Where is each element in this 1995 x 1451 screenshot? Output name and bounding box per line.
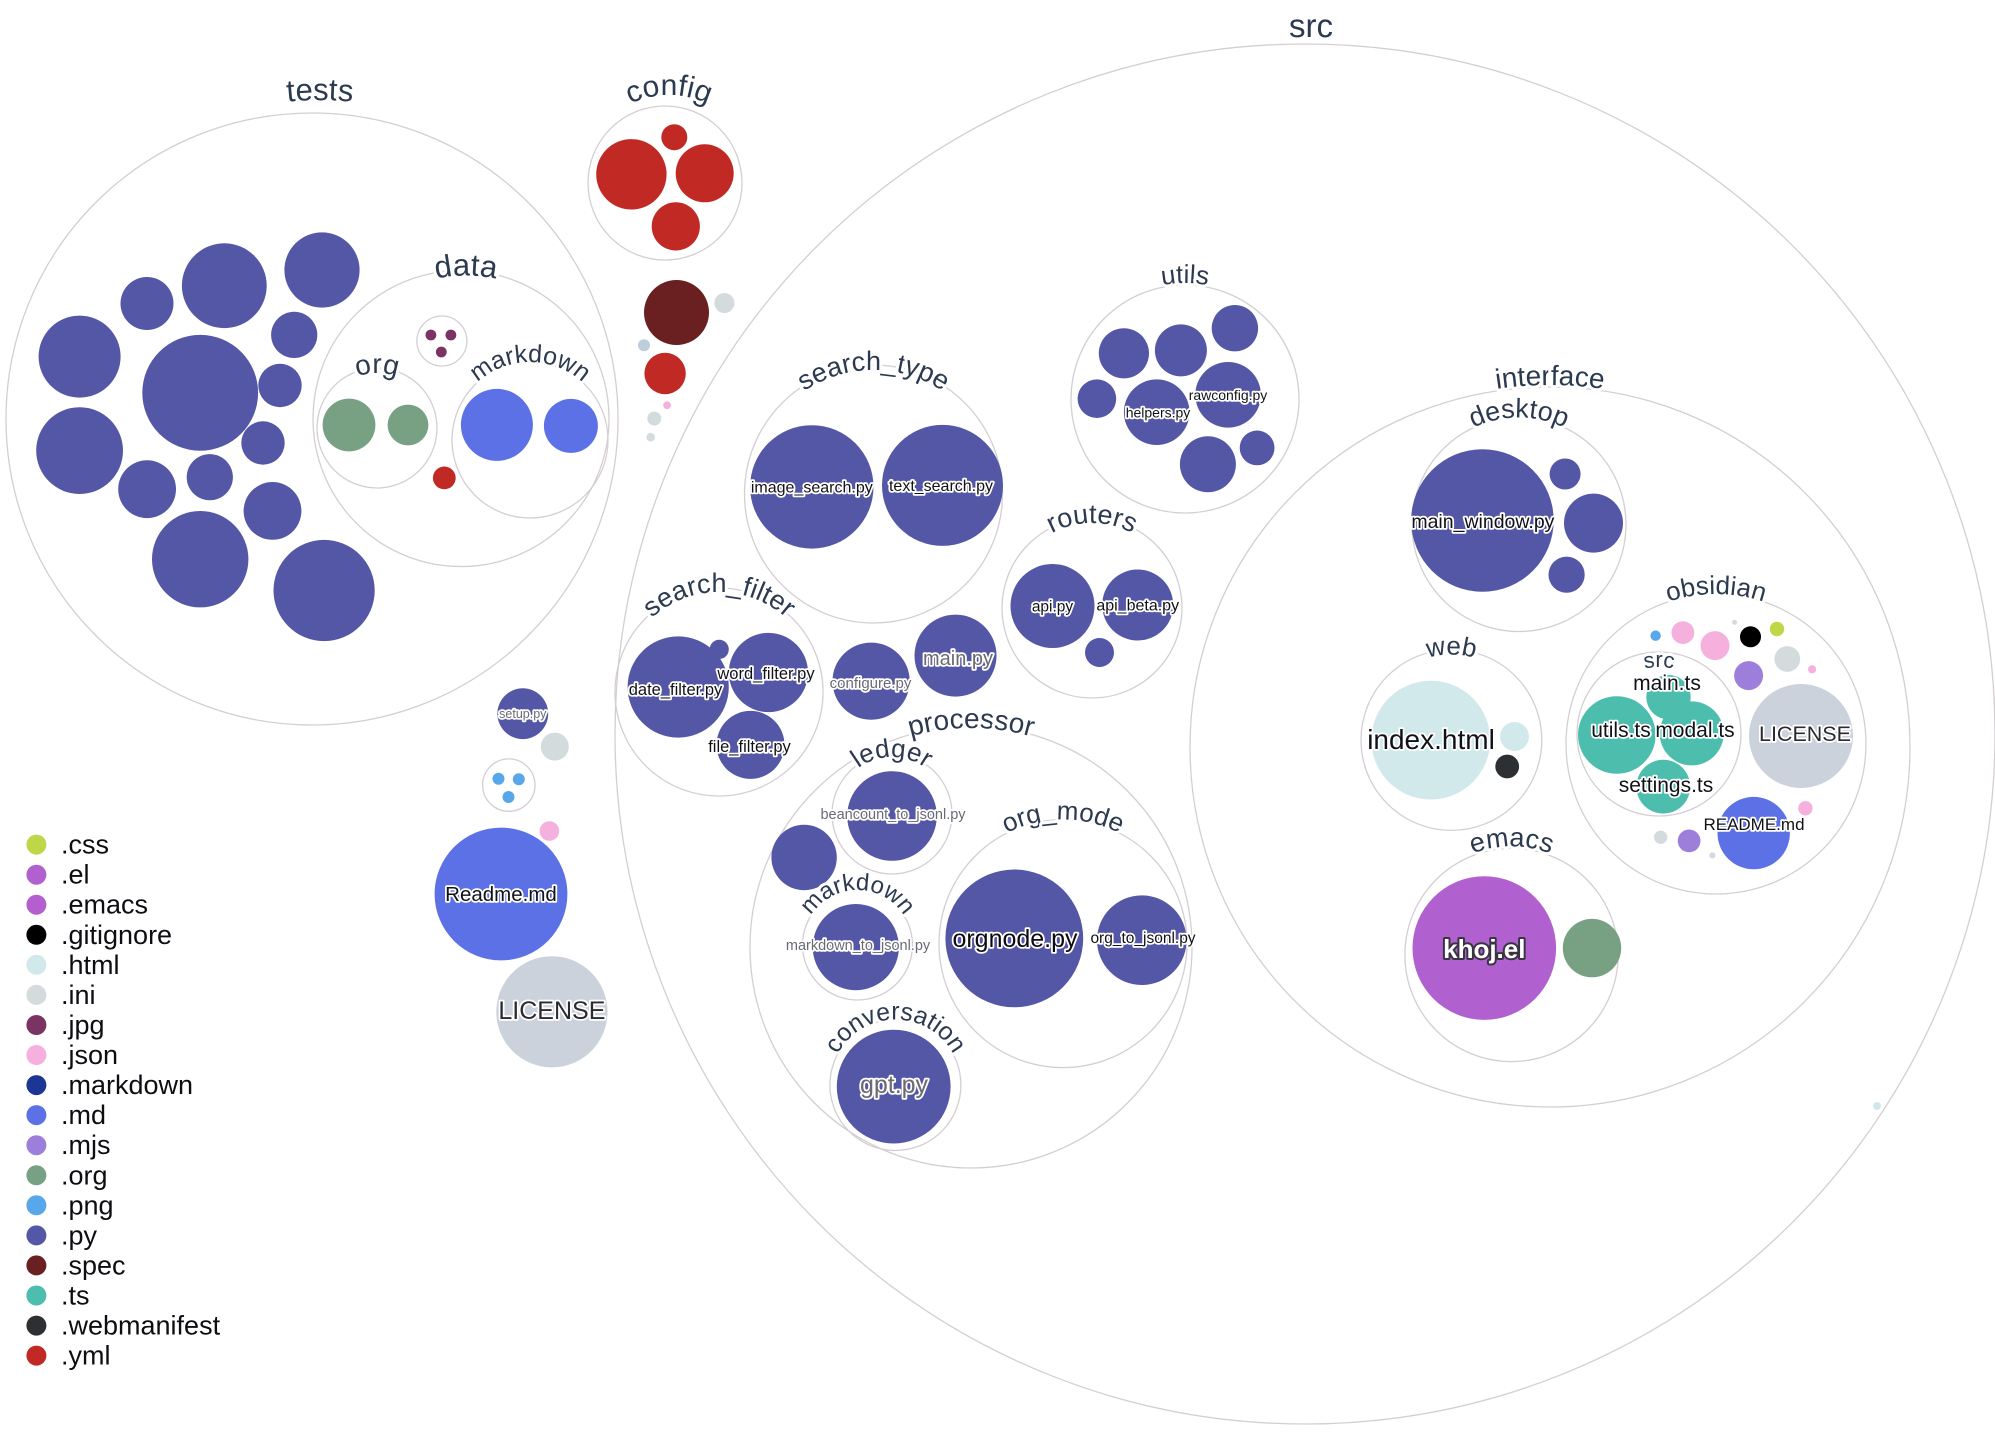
svg-text:markdown_to_jsonl.py: markdown_to_jsonl.py xyxy=(786,938,931,954)
svg-text:main.py: main.py xyxy=(923,648,993,670)
svg-text:.mjs: .mjs xyxy=(61,1130,111,1160)
svg-text:.markdown: .markdown xyxy=(61,1070,193,1100)
svg-text:data: data xyxy=(432,247,501,285)
svg-text:api.py: api.py xyxy=(1032,599,1074,616)
svg-text:utils: utils xyxy=(1159,259,1211,291)
svg-text:rawconfig.py: rawconfig.py xyxy=(1189,387,1268,403)
svg-text:.webmanifest: .webmanifest xyxy=(61,1311,221,1341)
svg-text:.ts: .ts xyxy=(61,1281,90,1311)
svg-text:Readme.md: Readme.md xyxy=(445,883,557,906)
svg-text:web: web xyxy=(1423,630,1480,663)
svg-text:.emacs: .emacs xyxy=(61,890,148,920)
svg-text:gpt.py: gpt.py xyxy=(860,1071,929,1099)
svg-text:main_window.py: main_window.py xyxy=(1411,511,1554,533)
svg-text:.py: .py xyxy=(61,1220,98,1250)
svg-text:settings.ts: settings.ts xyxy=(1619,774,1714,797)
svg-text:khoj.el: khoj.el xyxy=(1443,934,1525,964)
svg-text:helpers.py: helpers.py xyxy=(1126,405,1191,421)
svg-text:.yml: .yml xyxy=(61,1341,111,1371)
svg-text:.gitignore: .gitignore xyxy=(61,920,172,950)
svg-text:org_to_jsonl.py: org_to_jsonl.py xyxy=(1090,930,1195,947)
svg-text:.html: .html xyxy=(61,950,120,980)
svg-text:setup.py: setup.py xyxy=(499,707,547,721)
svg-text:.jpg: .jpg xyxy=(61,1010,105,1040)
svg-text:file_filter.py: file_filter.py xyxy=(708,738,791,756)
svg-text:.json: .json xyxy=(61,1040,118,1070)
svg-text:.org: .org xyxy=(61,1160,108,1190)
svg-text:interface: interface xyxy=(1493,360,1606,395)
svg-text:LICENSE: LICENSE xyxy=(498,997,605,1025)
svg-text:orgnode.py: orgnode.py xyxy=(952,925,1078,953)
svg-text:.ini: .ini xyxy=(61,980,96,1010)
svg-text:.css: .css xyxy=(61,830,109,860)
svg-text:README.md: README.md xyxy=(1703,815,1804,834)
svg-text:date_filter.py: date_filter.py xyxy=(629,681,723,699)
svg-text:main.ts: main.ts xyxy=(1633,672,1701,695)
svg-text:src: src xyxy=(1288,7,1333,44)
svg-text:configure.py: configure.py xyxy=(830,675,912,692)
svg-text:index.html: index.html xyxy=(1367,724,1495,755)
svg-text:api_beta.py: api_beta.py xyxy=(1096,598,1179,615)
svg-text:.el: .el xyxy=(61,860,90,890)
svg-text:.md: .md xyxy=(61,1100,106,1130)
svg-text:utils.ts: utils.ts xyxy=(1591,719,1651,742)
svg-text:src: src xyxy=(1642,647,1676,673)
svg-text:beancount_to_jsonl.py: beancount_to_jsonl.py xyxy=(820,807,966,823)
svg-text:modal.ts: modal.ts xyxy=(1655,719,1734,742)
svg-text:tests: tests xyxy=(285,72,355,109)
svg-text:word_filter.py: word_filter.py xyxy=(716,665,815,683)
svg-text:text_search.py: text_search.py xyxy=(889,478,993,495)
svg-text:.spec: .spec xyxy=(61,1250,126,1280)
svg-text:LICENSE: LICENSE xyxy=(1759,722,1851,746)
svg-text:.png: .png xyxy=(61,1190,114,1220)
svg-text:image_search.py: image_search.py xyxy=(751,480,873,497)
svg-text:org: org xyxy=(351,348,402,382)
